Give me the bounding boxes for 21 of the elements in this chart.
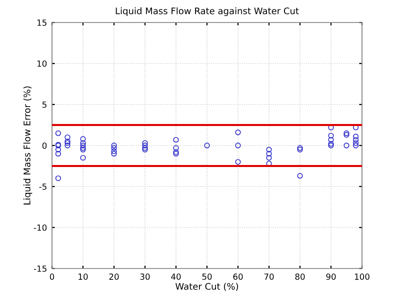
chart-title: Liquid Mass Flow Rate against Water Cut xyxy=(116,7,299,16)
x-tick-label: 50 xyxy=(202,274,212,280)
y-tick-label: 15 xyxy=(37,20,46,26)
x-tick-label: 90 xyxy=(326,274,336,280)
y-tick-label: -10 xyxy=(34,224,47,231)
x-tick-label: 30 xyxy=(140,274,150,280)
x-tick-label: 70 xyxy=(264,274,274,280)
y-axis-title: Liquid Mass Flow Error (%) xyxy=(23,86,32,204)
y-tick-label: -5 xyxy=(39,184,46,190)
x-axis-title: Water Cut (%) xyxy=(175,282,238,291)
y-tick-label: 5 xyxy=(42,102,46,108)
y-tick-label: -15 xyxy=(34,266,46,272)
y-tick-label: 10 xyxy=(37,60,47,67)
x-tick-label: 80 xyxy=(295,274,305,280)
x-tick-label: 60 xyxy=(233,274,243,280)
x-tick-label: 100 xyxy=(354,274,370,280)
x-tick-label: 20 xyxy=(109,274,119,280)
y-tick-label: 0 xyxy=(42,142,47,149)
x-tick-label: 0 xyxy=(50,274,54,280)
x-tick-label: 10 xyxy=(78,274,88,280)
x-tick-label: 40 xyxy=(171,274,181,280)
